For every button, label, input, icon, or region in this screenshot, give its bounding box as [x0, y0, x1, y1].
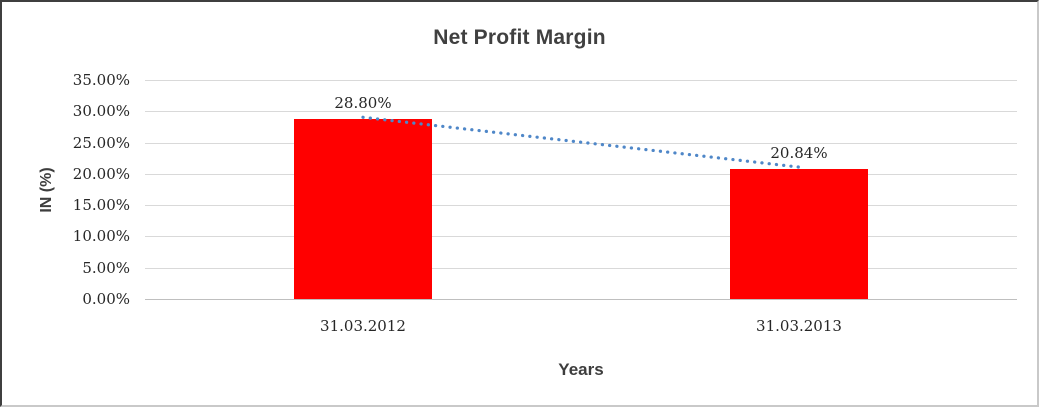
gridline	[145, 111, 1017, 113]
gridline	[145, 142, 1017, 144]
data-label: 20.84%	[770, 143, 828, 162]
y-tick-label: 5.00%	[82, 258, 130, 277]
y-tick-label: 30.00%	[72, 102, 130, 121]
data-label: 28.80%	[334, 93, 392, 112]
x-axis-title: Years	[558, 360, 604, 379]
bar-31.03.2012[interactable]	[294, 118, 432, 299]
gridline	[145, 299, 1017, 300]
x-tick-label: 31.03.2012	[320, 317, 406, 335]
trendline	[361, 115, 801, 169]
y-tick-label: 15.00%	[72, 196, 130, 215]
gridline	[145, 80, 1017, 81]
x-tick-label: 31.03.2013	[756, 317, 842, 335]
gridline	[145, 205, 1017, 207]
gridline	[145, 173, 1017, 175]
gridline	[145, 236, 1017, 238]
gridline	[145, 267, 1017, 269]
plot-area	[145, 80, 1017, 300]
bar-31.03.2013[interactable]	[730, 168, 868, 299]
y-tick-label: 10.00%	[72, 227, 130, 246]
chart-title: Net Profit Margin	[433, 26, 606, 49]
y-tick-label: 20.00%	[72, 164, 130, 183]
y-tick-label: 35.00%	[72, 71, 130, 89]
y-tick-label: 0.00%	[82, 290, 130, 308]
y-tick-label: 25.00%	[72, 133, 130, 152]
